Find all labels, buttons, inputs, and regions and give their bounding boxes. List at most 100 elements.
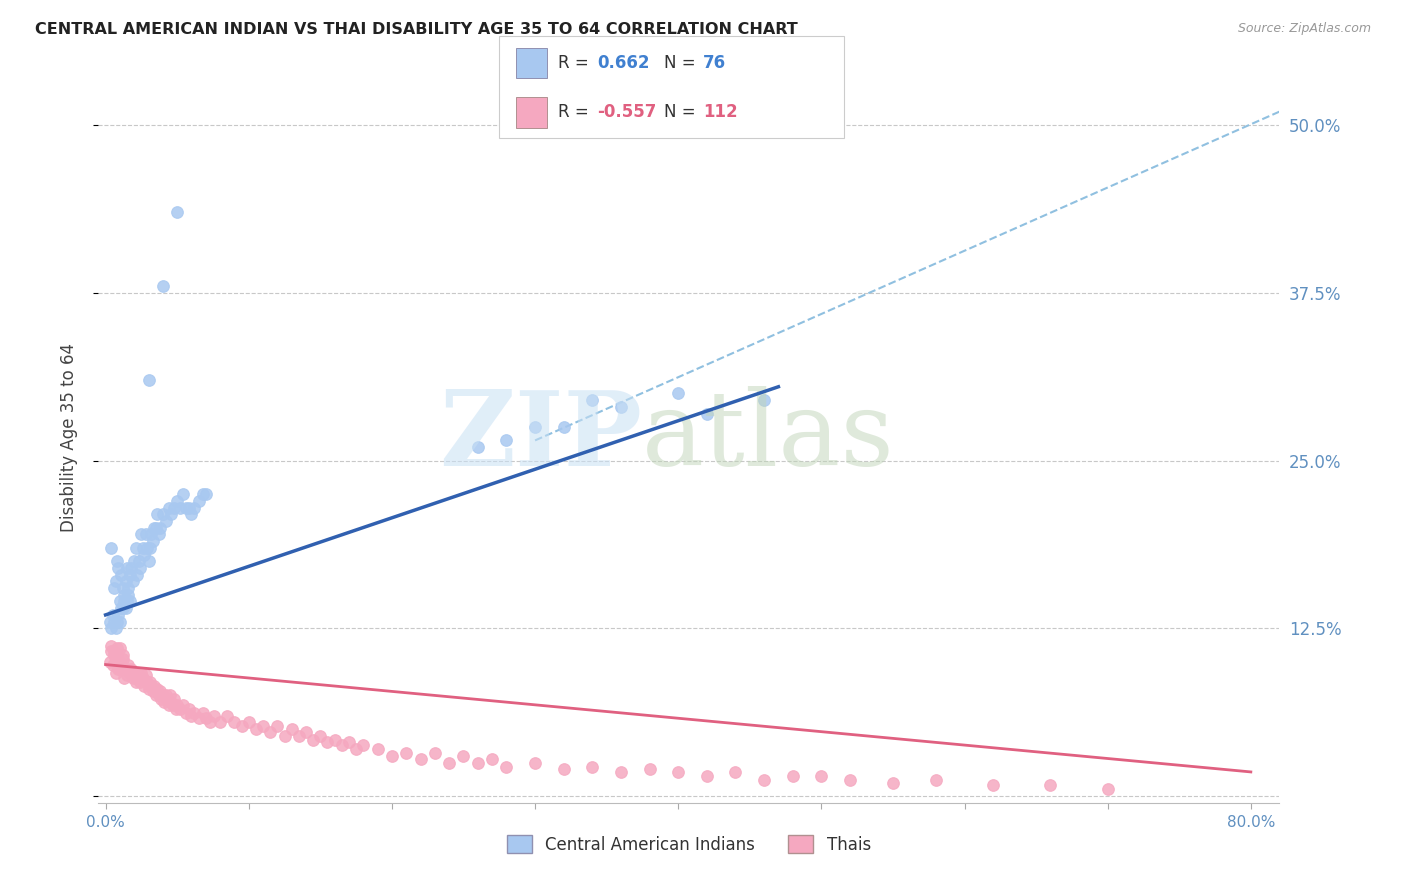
Point [107, 607, 129, 622]
Point [124, 541, 146, 555]
Point [115, 594, 138, 608]
Point [117, 588, 139, 602]
Point [180, 708, 202, 723]
Point [882, 775, 904, 789]
Point [437, 756, 460, 770]
Point [138, 554, 160, 568]
Point [114, 601, 136, 615]
Point [143, 679, 166, 693]
Point [141, 527, 163, 541]
Point [160, 508, 183, 522]
Point [143, 521, 166, 535]
Point [138, 681, 160, 696]
Point [172, 698, 194, 712]
Point [146, 508, 169, 522]
Point [152, 689, 174, 703]
Text: 0.662: 0.662 [598, 54, 650, 72]
Point [145, 521, 167, 535]
Point [481, 751, 503, 765]
Point [187, 711, 209, 725]
Point [103, 648, 125, 662]
Text: 76: 76 [703, 54, 725, 72]
Point [101, 657, 124, 672]
Point [638, 762, 661, 776]
Point [148, 527, 170, 541]
Point [100, 621, 122, 635]
Point [108, 655, 131, 669]
Point [136, 541, 159, 555]
Point [121, 574, 143, 589]
Point [1039, 778, 1062, 792]
Point [165, 702, 187, 716]
Point [105, 554, 128, 568]
Point [142, 534, 165, 549]
Point [152, 279, 174, 293]
Point [553, 420, 575, 434]
Point [149, 684, 172, 698]
Point [981, 778, 1004, 792]
Point [183, 706, 205, 720]
Point [172, 487, 194, 501]
Point [581, 393, 603, 408]
Point [104, 574, 127, 589]
Point [367, 742, 389, 756]
Point [105, 615, 128, 629]
Point [145, 689, 167, 703]
Point [135, 668, 157, 682]
Point [135, 527, 157, 541]
Point [839, 772, 862, 787]
Point [259, 724, 281, 739]
Point [107, 561, 129, 575]
Point [146, 681, 169, 696]
Point [266, 719, 288, 733]
Point [112, 588, 135, 602]
Point [280, 722, 302, 736]
Point [111, 601, 134, 615]
Point [108, 615, 131, 629]
Point [309, 729, 332, 743]
Point [100, 644, 122, 658]
Point [131, 665, 153, 680]
Point [160, 695, 183, 709]
Point [153, 695, 176, 709]
Point [112, 594, 135, 608]
Point [752, 772, 775, 787]
Point [101, 607, 124, 622]
Point [156, 692, 179, 706]
Point [117, 581, 139, 595]
Point [98, 615, 121, 629]
Point [114, 574, 136, 589]
Point [142, 684, 165, 698]
Text: Source: ZipAtlas.com: Source: ZipAtlas.com [1237, 22, 1371, 36]
Point [610, 764, 633, 779]
Point [150, 692, 173, 706]
Point [166, 698, 188, 712]
Point [191, 487, 214, 501]
Point [120, 662, 142, 676]
Point [125, 567, 148, 582]
Text: atlas: atlas [641, 386, 894, 488]
Point [159, 689, 181, 703]
Point [139, 675, 162, 690]
Point [245, 722, 267, 736]
Point [163, 500, 186, 515]
Point [231, 719, 253, 733]
Point [103, 615, 125, 629]
Point [100, 639, 122, 653]
Point [162, 698, 184, 712]
Point [132, 541, 155, 555]
Point [395, 746, 418, 760]
Point [169, 702, 191, 716]
Point [166, 205, 188, 219]
Y-axis label: Disability Age 35 to 64: Disability Age 35 to 64 [59, 343, 77, 532]
Point [209, 715, 232, 730]
Point [110, 567, 132, 582]
Point [128, 554, 150, 568]
Point [98, 655, 121, 669]
Point [177, 702, 200, 716]
Legend: Central American Indians, Thais: Central American Indians, Thais [501, 829, 877, 860]
Point [174, 500, 197, 515]
Text: R =: R = [558, 103, 595, 121]
Point [381, 748, 404, 763]
Point [696, 407, 718, 421]
